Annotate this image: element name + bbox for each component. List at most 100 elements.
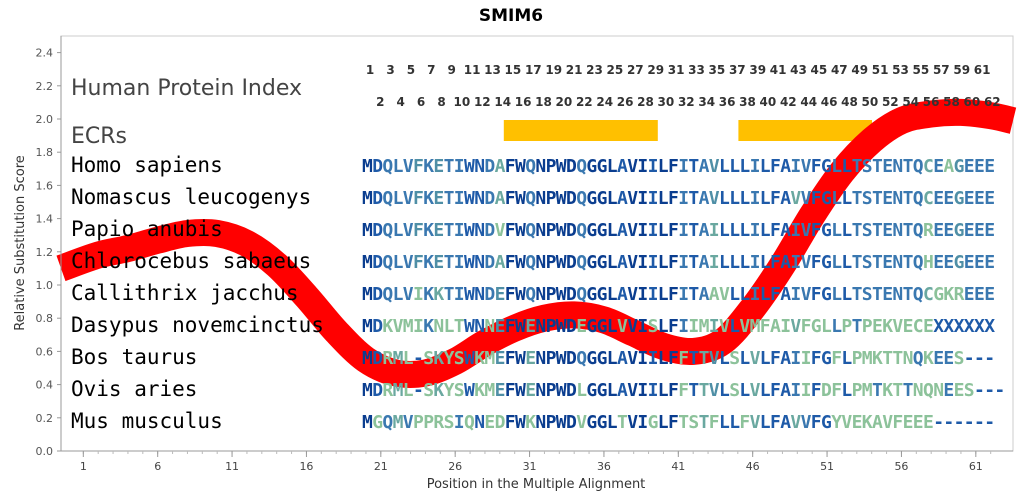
ecrs-label: ECRs bbox=[71, 124, 127, 149]
residue: E bbox=[984, 188, 995, 209]
hpi-number: 48 bbox=[841, 95, 858, 109]
residue: N bbox=[535, 316, 546, 337]
residue: - bbox=[984, 412, 995, 433]
hpi-number: 32 bbox=[678, 95, 695, 109]
residue: E bbox=[954, 380, 965, 401]
residue: A bbox=[770, 316, 781, 337]
residue: I bbox=[454, 284, 465, 305]
residue: L bbox=[607, 188, 618, 209]
ecr-bars bbox=[503, 120, 872, 141]
residue: I bbox=[637, 412, 648, 433]
residue: A bbox=[699, 188, 710, 209]
residue: I bbox=[780, 316, 791, 337]
residue: E bbox=[495, 316, 506, 337]
y-tick-label: 2.2 bbox=[36, 80, 54, 93]
residue: V bbox=[627, 220, 638, 241]
residue: - bbox=[994, 380, 1005, 401]
residue: X bbox=[974, 316, 985, 337]
residue: V bbox=[627, 348, 638, 369]
y-tick-label: 0.4 bbox=[36, 379, 54, 392]
residue: I bbox=[678, 316, 689, 337]
residue: L bbox=[841, 220, 852, 241]
residue: L bbox=[831, 220, 842, 241]
residue: C bbox=[913, 316, 924, 337]
residue: Q bbox=[576, 188, 587, 209]
residue: - bbox=[974, 412, 985, 433]
residue: L bbox=[760, 220, 771, 241]
hpi-number: 52 bbox=[882, 95, 899, 109]
residue: N bbox=[474, 284, 485, 305]
residue: L bbox=[607, 284, 618, 305]
residue: A bbox=[699, 220, 710, 241]
residue: K bbox=[474, 348, 485, 369]
residue: T bbox=[678, 412, 689, 433]
residue: D bbox=[566, 380, 577, 401]
residue: E bbox=[433, 156, 444, 177]
residue: R bbox=[433, 412, 444, 433]
residue: Q bbox=[525, 188, 536, 209]
residue: G bbox=[821, 188, 832, 209]
y-tick-label: 2.4 bbox=[36, 47, 54, 60]
residue: V bbox=[495, 220, 506, 241]
hpi-number: 20 bbox=[556, 95, 573, 109]
residue: S bbox=[862, 156, 873, 177]
residue: E bbox=[576, 316, 587, 337]
residue: E bbox=[933, 220, 944, 241]
human-protein-index-numbers: 1 3 5 7 9 11 13 15 17 19 21 23 25 27 29 31 33 35 37 39 41 43 4… bbox=[366, 63, 1001, 109]
residue: I bbox=[678, 220, 689, 241]
residue: F bbox=[770, 380, 781, 401]
residue: T bbox=[688, 156, 699, 177]
residue: F bbox=[770, 252, 781, 273]
residue: K bbox=[423, 188, 434, 209]
residue: F bbox=[668, 284, 679, 305]
residue: F bbox=[760, 316, 771, 337]
residue: Q bbox=[382, 156, 393, 177]
residue: S bbox=[454, 380, 465, 401]
hpi-number: 1 bbox=[366, 63, 374, 77]
residue: V bbox=[841, 412, 852, 433]
residue: T bbox=[699, 348, 710, 369]
residue: N bbox=[535, 284, 546, 305]
residue: G bbox=[821, 284, 832, 305]
residue: A bbox=[617, 156, 628, 177]
residue: V bbox=[403, 412, 414, 433]
residue: D bbox=[372, 188, 383, 209]
residue: W bbox=[464, 348, 475, 369]
y-tick-label: 0.2 bbox=[36, 412, 54, 425]
residue: W bbox=[464, 188, 475, 209]
residue: D bbox=[566, 188, 577, 209]
residue: N bbox=[913, 380, 924, 401]
residue: F bbox=[505, 156, 516, 177]
residue: S bbox=[454, 348, 465, 369]
residue: K bbox=[882, 380, 893, 401]
residue: L bbox=[841, 380, 852, 401]
residue: - bbox=[933, 412, 944, 433]
residue: P bbox=[862, 316, 873, 337]
residue: I bbox=[790, 348, 801, 369]
species-label: Chlorocebus sabaeus bbox=[71, 249, 311, 273]
residue: I bbox=[637, 252, 648, 273]
residue: T bbox=[892, 348, 903, 369]
x-tick-label: 46 bbox=[746, 460, 760, 473]
residue: C bbox=[923, 188, 934, 209]
residue: M bbox=[393, 348, 404, 369]
residue: H bbox=[923, 252, 934, 273]
residue: T bbox=[903, 284, 914, 305]
residue: E bbox=[525, 316, 536, 337]
residue: G bbox=[954, 156, 965, 177]
residue: V bbox=[801, 220, 812, 241]
residue: L bbox=[729, 156, 740, 177]
residue: Q bbox=[576, 252, 587, 273]
residue: N bbox=[535, 412, 546, 433]
residue: T bbox=[444, 284, 455, 305]
residue: D bbox=[372, 348, 383, 369]
hpi-number: 54 bbox=[902, 95, 919, 109]
residue: K bbox=[423, 156, 434, 177]
y-tick-label: 1.8 bbox=[36, 146, 54, 159]
residue: A bbox=[709, 284, 720, 305]
residue: F bbox=[678, 348, 689, 369]
hpi-number: 10 bbox=[454, 95, 471, 109]
residue: L bbox=[719, 348, 730, 369]
residue: E bbox=[984, 252, 995, 273]
residue: V bbox=[801, 252, 812, 273]
